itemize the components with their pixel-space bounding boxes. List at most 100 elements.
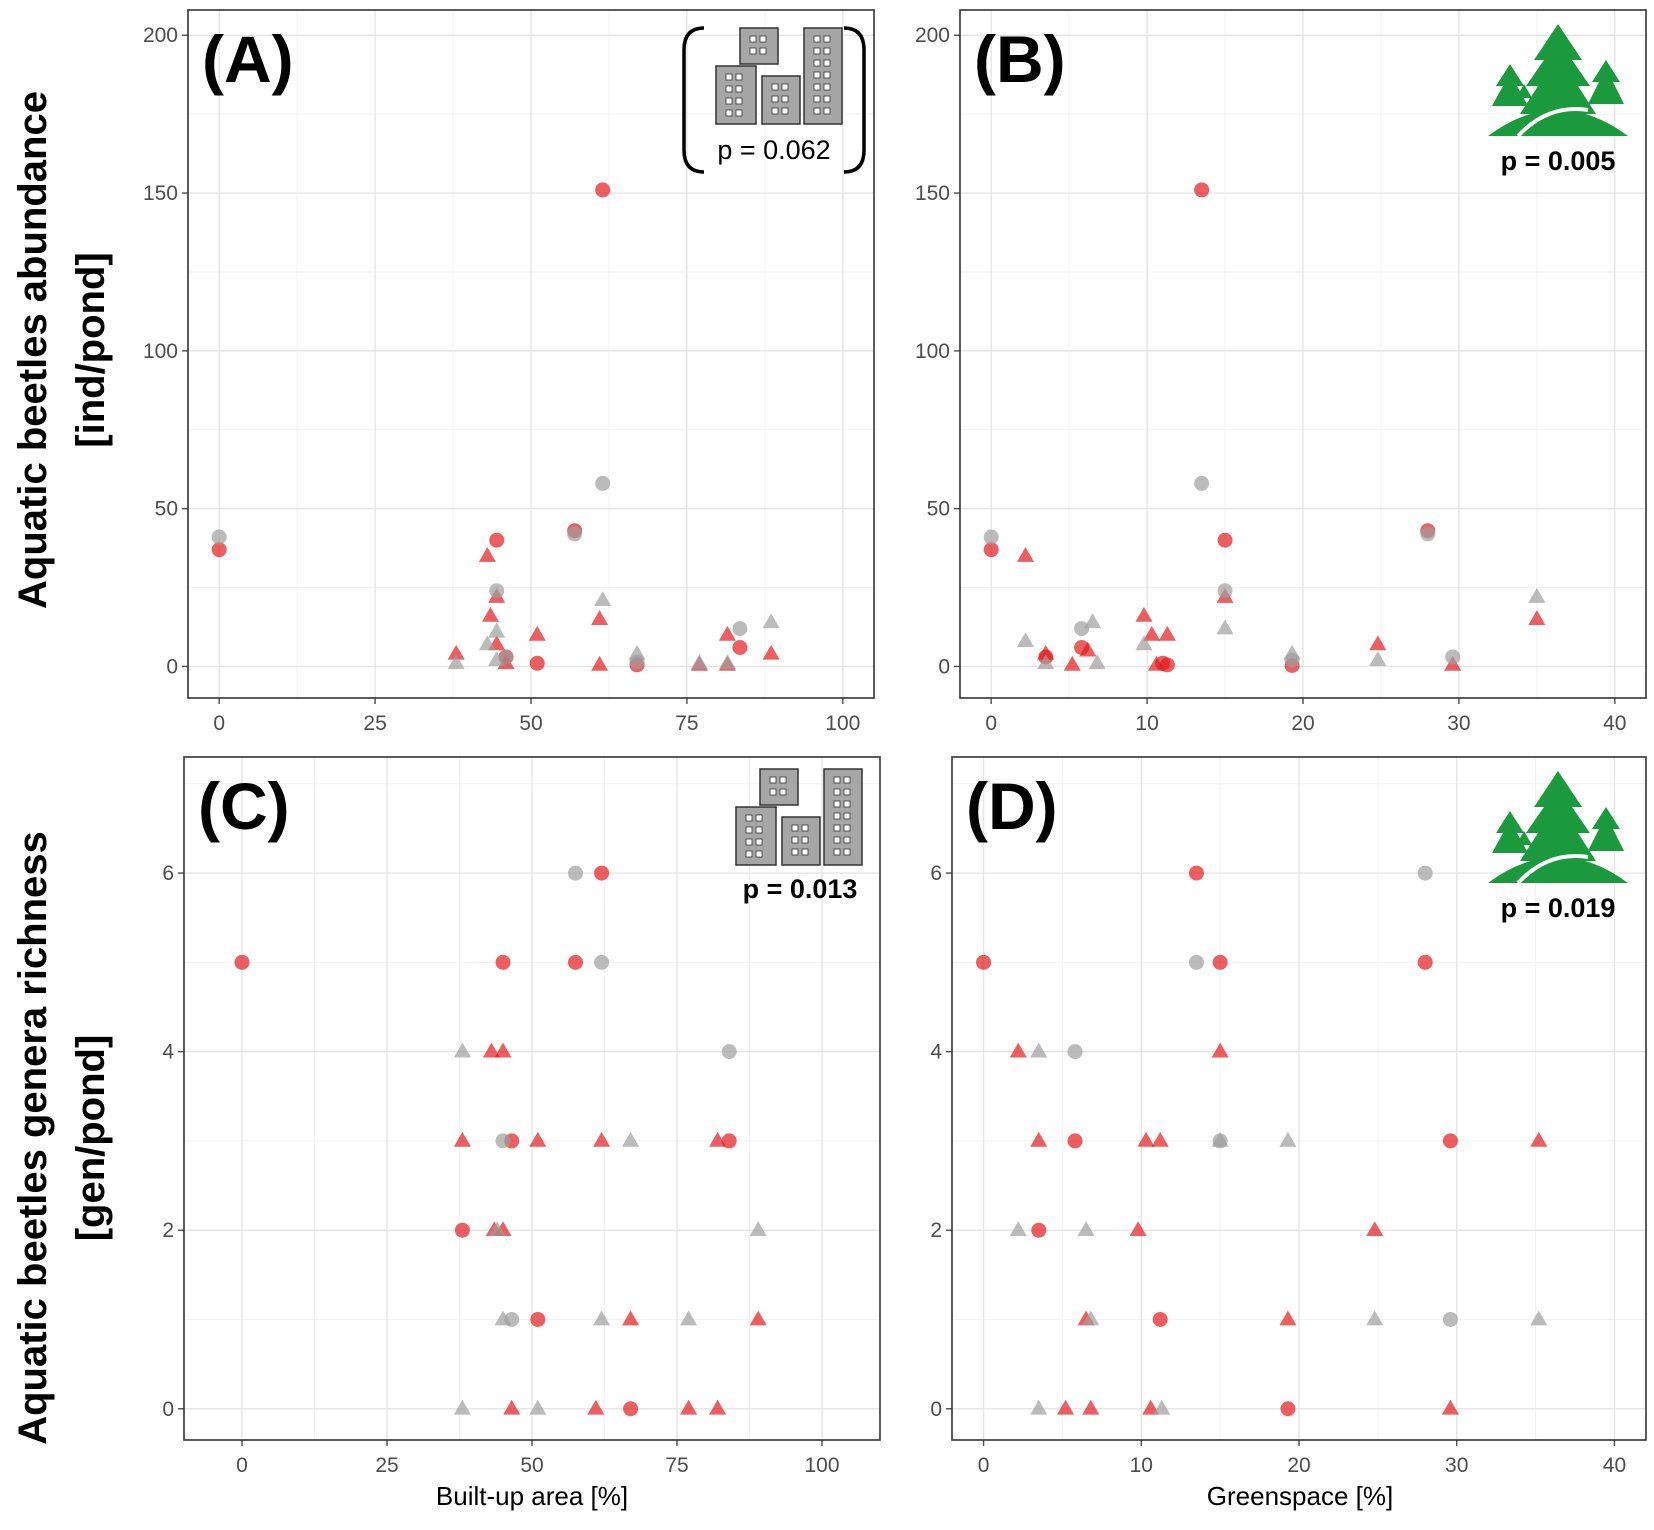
point-red-triangle xyxy=(1528,610,1546,625)
x-tick-label: 0 xyxy=(978,1454,990,1477)
point-red-triangle xyxy=(680,1399,698,1415)
p-value: p = 0.062 xyxy=(717,135,830,165)
x-tick-label: 25 xyxy=(363,712,386,735)
panel-b: 0 10 20 30 40 0 50 100 150 200 (B) p = 0.005 xyxy=(915,9,1647,735)
point-red-circle xyxy=(1188,865,1204,881)
point-grey-triangle xyxy=(1009,1221,1027,1237)
y-tick-label: 2 xyxy=(162,1219,174,1242)
point-red-triangle xyxy=(447,644,465,660)
point-red-circle xyxy=(529,655,545,671)
point-red-triangle xyxy=(1129,1221,1147,1237)
point-grey-circle xyxy=(211,529,227,545)
panel-letter: (A) xyxy=(202,22,294,96)
point-grey-triangle xyxy=(628,644,646,660)
x-tick-label: 50 xyxy=(519,712,542,735)
point-red-triangle xyxy=(1082,1399,1100,1415)
trees-icon xyxy=(1488,771,1628,885)
panel-letter: (D) xyxy=(966,769,1058,843)
point-grey-circle xyxy=(1067,1044,1083,1060)
point-red-triangle xyxy=(593,1131,611,1147)
y-title-richness-line1: Aquatic beetles genera richness xyxy=(11,831,55,1445)
x-tick-label: 40 xyxy=(1603,1454,1626,1477)
point-red-circle xyxy=(732,640,748,656)
y-tick-label: 0 xyxy=(938,655,950,678)
x-tick-label: 100 xyxy=(825,712,860,735)
point-red-triangle xyxy=(1063,655,1081,671)
point-grey-circle xyxy=(732,621,748,637)
point-red-triangle xyxy=(1135,606,1153,622)
point-red-triangle xyxy=(1366,1221,1384,1237)
point-grey-triangle xyxy=(1153,1399,1171,1415)
p-value: p = 0.019 xyxy=(1501,893,1616,923)
x-tick-label: 0 xyxy=(213,712,225,735)
point-grey-circle xyxy=(594,954,610,970)
point-red-triangle xyxy=(762,644,780,660)
x-tick-label: 75 xyxy=(675,712,698,735)
x-tick-label: 0 xyxy=(236,1454,248,1477)
point-grey-triangle xyxy=(1037,654,1055,670)
right-bracket-icon xyxy=(843,26,866,174)
point-red-circle xyxy=(454,1222,470,1238)
point-red-triangle xyxy=(591,610,609,625)
point-grey-circle xyxy=(721,1044,737,1060)
point-red-triangle xyxy=(591,655,609,671)
point-grey-circle xyxy=(1442,1311,1458,1327)
point-red-circle xyxy=(568,954,583,970)
point-grey-triangle xyxy=(1088,654,1106,670)
point-red-triangle xyxy=(503,1399,521,1415)
point-grey-triangle xyxy=(593,1310,611,1326)
point-red-triangle xyxy=(1057,1399,1075,1415)
x-tick-label: 0 xyxy=(985,712,997,735)
y-tick-label: 2 xyxy=(930,1219,942,1242)
point-red-triangle xyxy=(478,546,496,562)
point-grey-triangle xyxy=(1283,644,1301,660)
point-red-triangle xyxy=(1037,644,1055,660)
point-grey-circle xyxy=(1074,621,1090,637)
y-tick-label: 50 xyxy=(155,498,178,521)
point-red-circle xyxy=(976,954,992,970)
point-grey-triangle xyxy=(749,1221,767,1237)
point-red-triangle xyxy=(622,1310,640,1326)
point-red-triangle xyxy=(749,1310,767,1326)
point-red-circle xyxy=(530,1311,546,1327)
point-red-triangle xyxy=(1143,625,1161,641)
point-red-circle xyxy=(489,532,505,548)
point-red-triangle xyxy=(1030,1131,1048,1147)
point-red-triangle xyxy=(1441,1399,1459,1415)
x-axis-title-greenspace: Greenspace [%] xyxy=(1207,1481,1393,1511)
point-red-triangle xyxy=(1079,641,1097,657)
point-grey-circle xyxy=(983,529,999,545)
y-tick-label: 150 xyxy=(915,182,950,205)
y-axis-title-abundance: Aquatic beetles abundance [ind/pond] xyxy=(11,91,113,609)
panel-d: 0 10 20 30 40 0 2 4 6 (D) p = 0.019 xyxy=(930,756,1647,1477)
x-tick-label: 50 xyxy=(520,1454,543,1477)
point-red-circle xyxy=(211,542,227,558)
point-red-triangle xyxy=(1142,1399,1160,1415)
point-grey-triangle xyxy=(1135,635,1153,651)
point-grey-circle xyxy=(1420,526,1436,542)
point-grey-triangle xyxy=(1030,1042,1048,1058)
point-red-circle xyxy=(1212,954,1228,970)
point-grey-triangle xyxy=(690,654,708,670)
point-red-triangle xyxy=(718,625,736,641)
point-red-triangle xyxy=(1369,635,1387,651)
y-tick-label: 0 xyxy=(166,655,178,678)
buildings-icon xyxy=(735,768,863,866)
point-red-triangle xyxy=(709,1131,727,1147)
point-grey-triangle xyxy=(1030,1399,1048,1415)
y-tick-label: 0 xyxy=(930,1398,942,1421)
panel-a: 0 25 50 75 100 0 50 100 150 200 (A) p = 0.062 xyxy=(143,9,875,735)
point-grey-triangle xyxy=(453,1042,471,1058)
p-value: p = 0.005 xyxy=(1501,146,1616,176)
y-tick-label: 4 xyxy=(930,1041,942,1064)
point-red-circle xyxy=(1152,1311,1168,1327)
point-grey-circle xyxy=(567,526,583,542)
point-red-triangle xyxy=(1147,655,1165,671)
point-red-triangle xyxy=(529,1131,547,1147)
point-red-triangle xyxy=(1009,1042,1027,1058)
point-red-triangle xyxy=(1016,546,1035,562)
point-grey-triangle xyxy=(488,622,506,638)
point-red-circle xyxy=(623,1401,639,1417)
point-grey-triangle xyxy=(762,613,780,629)
